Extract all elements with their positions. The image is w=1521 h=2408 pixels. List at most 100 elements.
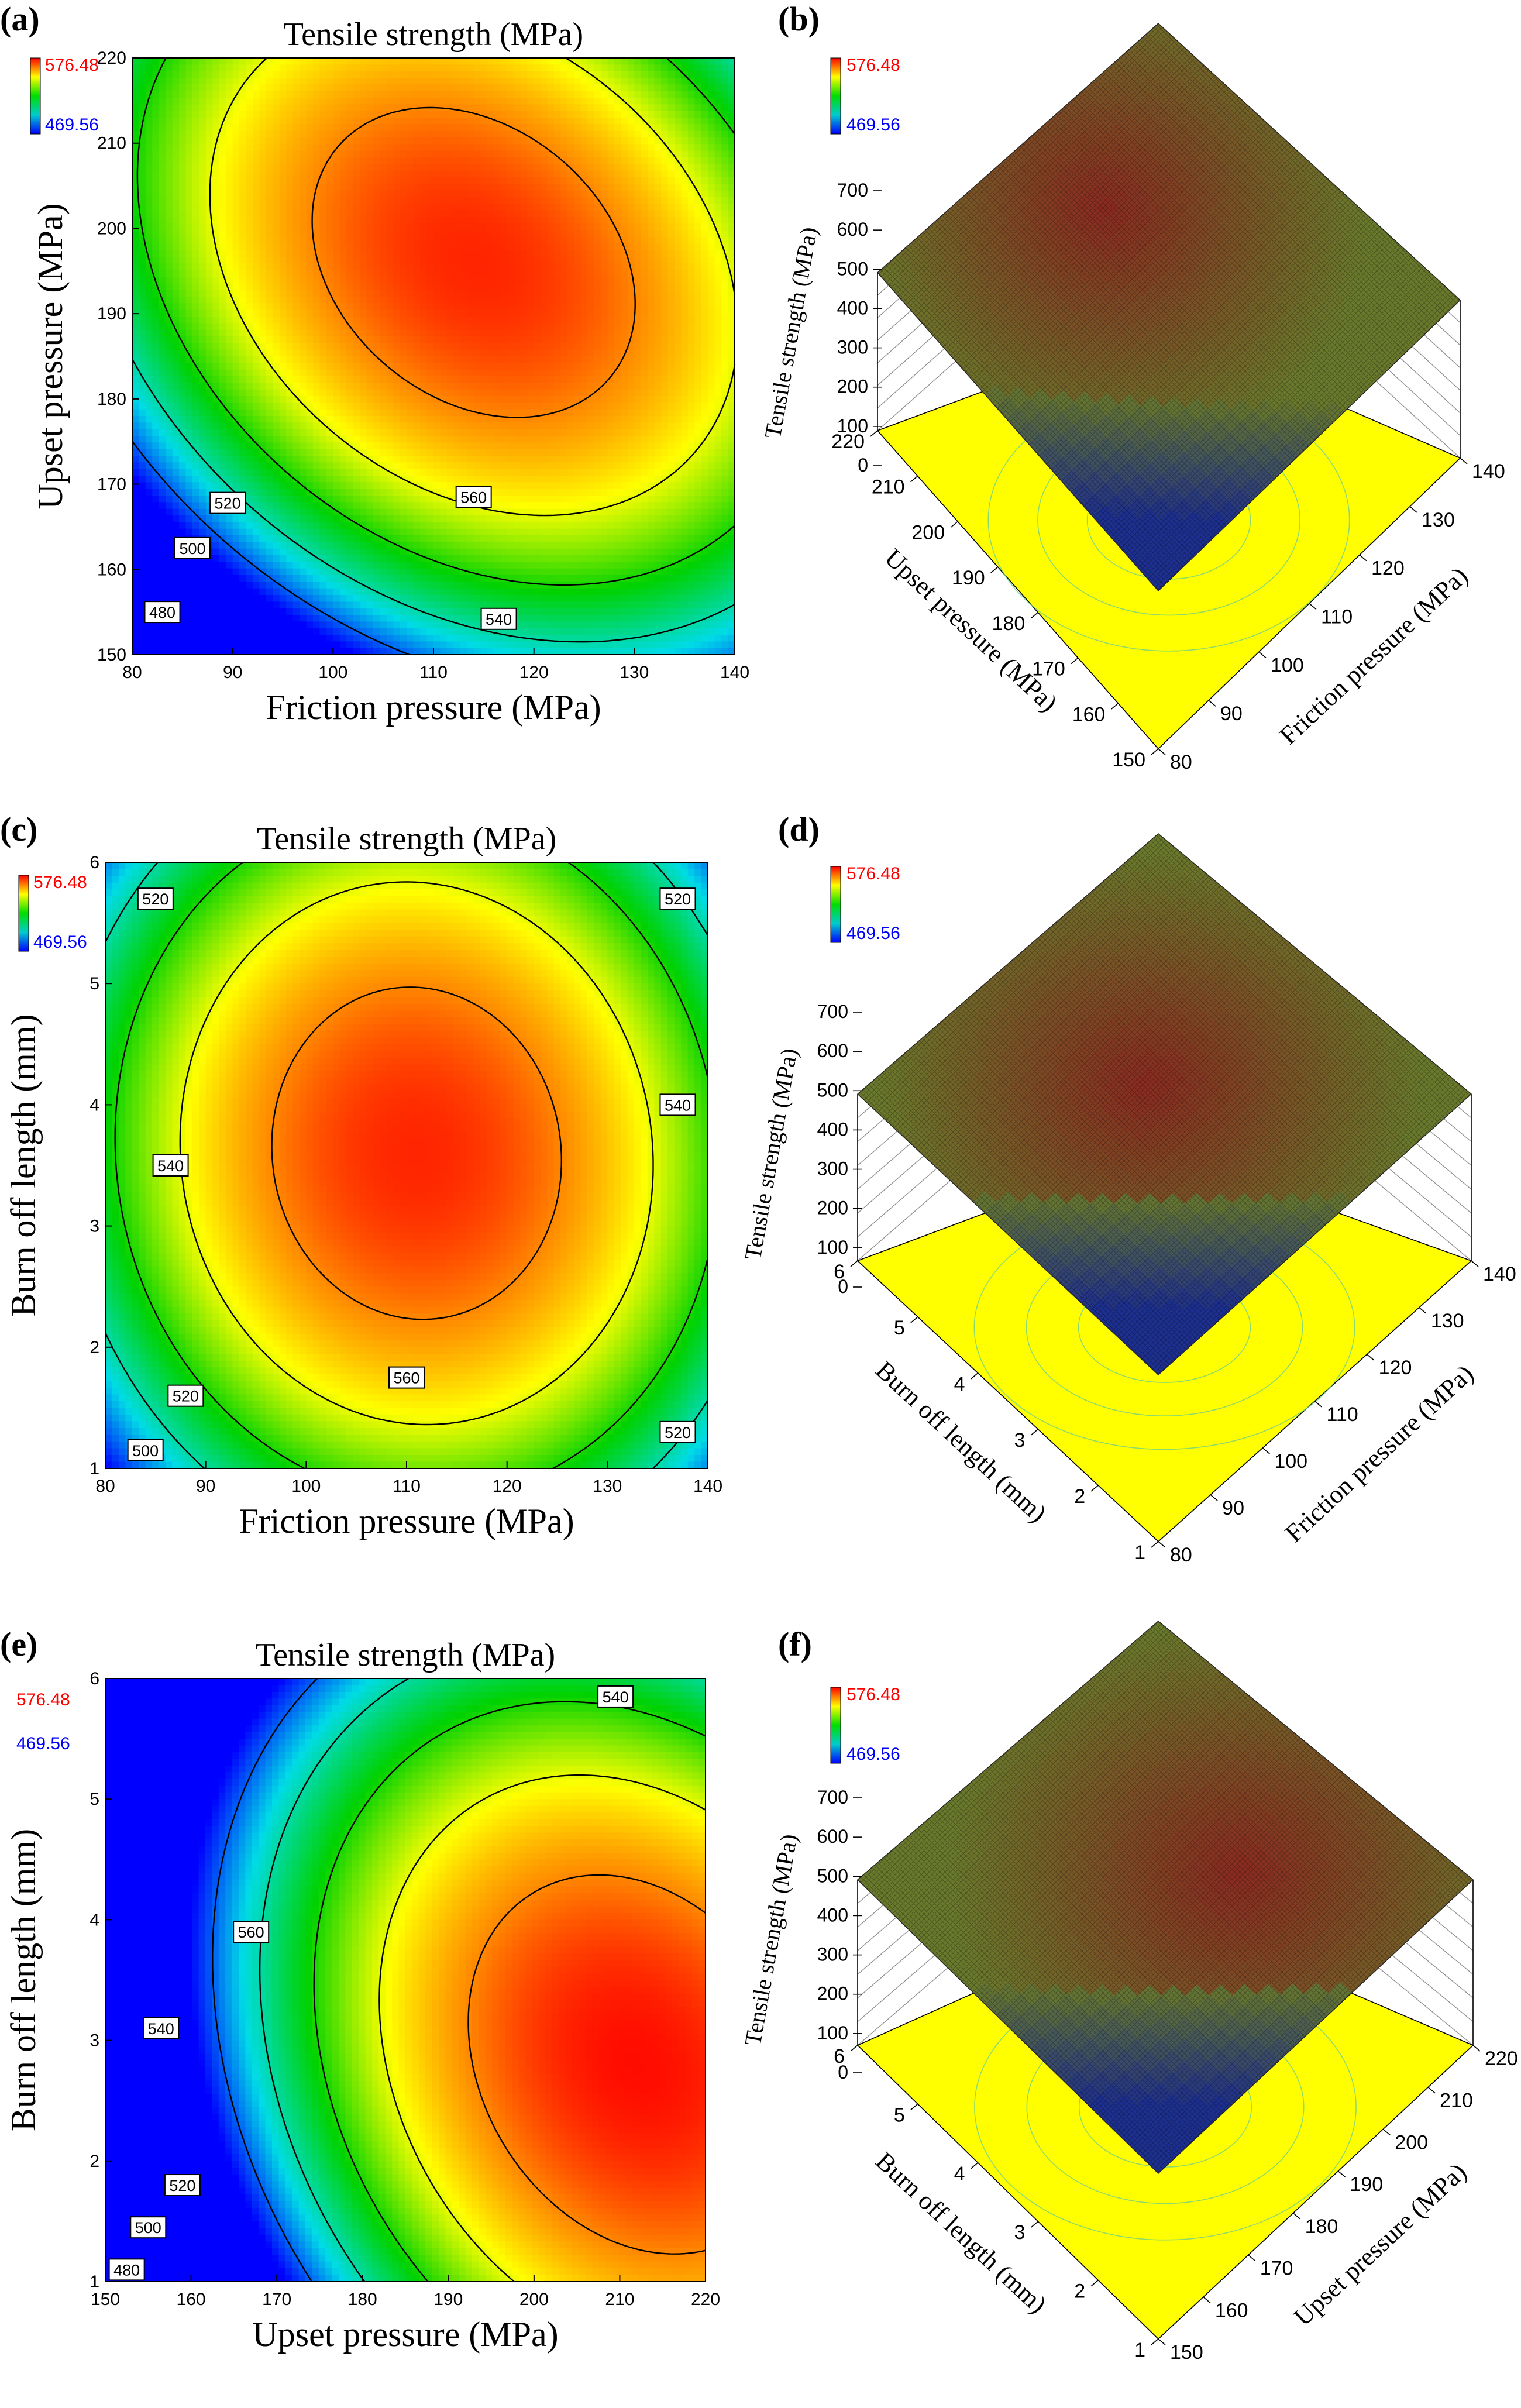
heatmap-cell <box>146 482 153 489</box>
heatmap-cell <box>159 124 166 131</box>
heatmap-cell <box>152 231 159 238</box>
heatmap-cell <box>132 582 139 589</box>
heatmap-cell <box>173 502 180 509</box>
heatmap-cell <box>173 589 180 596</box>
heatmap-cell <box>226 330 233 337</box>
heatmap-cell <box>226 549 233 556</box>
heatmap-cell <box>186 84 193 91</box>
heatmap-cell <box>219 515 226 522</box>
heatmap-cell <box>199 343 206 350</box>
heatmap-cell <box>166 363 173 370</box>
heatmap-cell <box>239 171 246 178</box>
heatmap-cell <box>179 396 186 403</box>
heatmap-cell <box>239 144 246 151</box>
heatmap-cell <box>179 144 186 151</box>
heatmap-cell <box>199 317 206 324</box>
heatmap-cell <box>186 641 193 648</box>
heatmap-cell <box>179 489 186 496</box>
heatmap-cell <box>199 250 206 257</box>
heatmap-cell <box>173 263 180 270</box>
heatmap-cell <box>152 648 159 655</box>
heatmap-cell <box>139 476 146 483</box>
heatmap-cell <box>179 509 186 516</box>
heatmap-cell <box>226 310 233 317</box>
heatmap-cell <box>166 370 173 377</box>
heatmap-cell <box>239 529 246 536</box>
heatmap-cell <box>146 151 153 158</box>
heatmap-cell <box>239 569 246 576</box>
heatmap-cell <box>173 118 180 125</box>
heatmap-cell <box>146 184 153 191</box>
heatmap-cell <box>199 177 206 184</box>
heatmap-cell <box>239 64 246 71</box>
heatmap-cell <box>132 283 139 290</box>
heatmap-cell <box>139 555 146 562</box>
heatmap-cell <box>173 297 180 304</box>
heatmap-cell <box>192 482 199 489</box>
heatmap-cell <box>233 263 240 270</box>
heatmap-cell <box>179 522 186 529</box>
heatmap-cell <box>186 515 193 522</box>
heatmap-cell <box>199 164 206 171</box>
heatmap-cell <box>186 317 193 324</box>
heatmap-cell <box>233 104 240 111</box>
heatmap-cell <box>219 429 226 436</box>
heatmap-cell <box>233 250 240 257</box>
heatmap-cell <box>199 595 206 602</box>
heatmap-cell <box>199 648 206 655</box>
heatmap-cell <box>219 601 226 608</box>
heatmap-cell <box>233 58 240 65</box>
heatmap-cell <box>166 549 173 556</box>
heatmap-cell <box>212 343 219 350</box>
heatmap-cell <box>239 290 246 297</box>
heatmap-cell <box>206 343 213 350</box>
heatmap-cell <box>206 363 213 370</box>
heatmap-cell <box>179 237 186 244</box>
heatmap-cell <box>219 217 226 224</box>
heatmap-cell <box>239 462 246 469</box>
heatmap-cell <box>233 535 240 542</box>
heatmap-cell <box>146 157 153 164</box>
heatmap-cell <box>139 257 146 264</box>
heatmap-cell <box>206 396 213 403</box>
heatmap-cell <box>192 403 199 410</box>
heatmap-cell <box>179 184 186 191</box>
heatmap-cell <box>132 231 139 238</box>
heatmap-cell <box>206 449 213 456</box>
heatmap-cell <box>233 469 240 476</box>
heatmap-cell <box>173 223 180 231</box>
heatmap-cell <box>219 615 226 622</box>
heatmap-cell <box>212 370 219 377</box>
heatmap-cell <box>226 78 233 85</box>
heatmap-cell <box>132 416 139 423</box>
heatmap-cell <box>152 535 159 542</box>
heatmap-cell <box>132 628 139 635</box>
heatmap-cell <box>212 522 219 529</box>
heatmap-cell <box>206 608 213 615</box>
heatmap-cell <box>173 91 180 98</box>
heatmap-cell <box>146 436 153 443</box>
heatmap-cell <box>206 429 213 436</box>
heatmap-cell <box>212 211 219 218</box>
heatmap-cell <box>139 330 146 337</box>
heatmap-cell <box>219 356 226 363</box>
heatmap-cell <box>226 628 233 635</box>
heatmap-cell <box>173 310 180 317</box>
heatmap-cell <box>186 621 193 628</box>
heatmap-cell <box>173 410 180 417</box>
heatmap-cell <box>173 197 180 204</box>
heatmap-cell <box>173 436 180 443</box>
heatmap-cell <box>206 124 213 131</box>
heatmap-cell <box>192 462 199 469</box>
heatmap-cell <box>146 363 153 370</box>
heatmap-cell <box>186 297 193 304</box>
heatmap-cell <box>219 416 226 423</box>
heatmap-cell <box>192 317 199 324</box>
heatmap-cell <box>152 356 159 363</box>
heatmap-cell <box>212 555 219 562</box>
heatmap-cell <box>146 78 153 85</box>
heatmap-cell <box>206 422 213 429</box>
heatmap-cell <box>219 157 226 164</box>
heatmap-cell <box>192 118 199 125</box>
heatmap-cell <box>219 410 226 417</box>
